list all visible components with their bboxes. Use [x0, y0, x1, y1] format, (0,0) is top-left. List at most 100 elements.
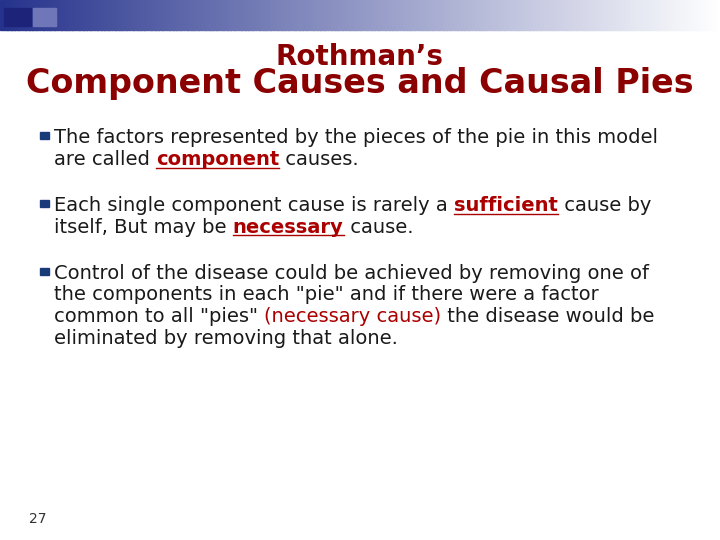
Bar [425, 0, 429, 30]
Bar [299, 0, 303, 30]
Bar [86, 0, 91, 30]
Bar [644, 0, 649, 30]
Bar [194, 0, 199, 30]
Bar [108, 0, 112, 30]
Bar [284, 0, 289, 30]
Bar [576, 0, 580, 30]
Bar [187, 0, 192, 30]
Bar [691, 0, 696, 30]
Bar [162, 0, 166, 30]
Bar [713, 0, 717, 30]
Bar [688, 0, 692, 30]
Text: 27: 27 [29, 512, 46, 526]
Bar [511, 0, 516, 30]
Bar [565, 0, 570, 30]
Bar [590, 0, 595, 30]
Bar [446, 0, 451, 30]
Bar [245, 0, 249, 30]
Bar [155, 0, 159, 30]
Bar [302, 0, 307, 30]
Bar [223, 0, 228, 30]
Bar [40, 200, 49, 207]
Bar [533, 0, 537, 30]
Bar [400, 0, 404, 30]
Bar [140, 0, 145, 30]
Bar [58, 0, 62, 30]
Bar [320, 0, 325, 30]
Bar [536, 0, 541, 30]
Bar [385, 0, 390, 30]
Bar [14, 0, 19, 30]
Bar [637, 0, 642, 30]
Bar [68, 0, 73, 30]
Text: cause by: cause by [558, 196, 652, 215]
Bar [572, 0, 577, 30]
Bar [270, 0, 274, 30]
Bar [281, 0, 285, 30]
Bar [328, 0, 332, 30]
Bar [414, 0, 418, 30]
Bar [356, 0, 361, 30]
Bar [50, 0, 55, 30]
Bar [313, 0, 318, 30]
Bar [594, 0, 598, 30]
Bar [338, 0, 343, 30]
Text: itself, But may be: itself, But may be [54, 218, 233, 237]
Bar [634, 0, 638, 30]
Bar [583, 0, 588, 30]
Bar [126, 0, 130, 30]
Bar [256, 0, 260, 30]
Bar [220, 0, 224, 30]
Bar [562, 0, 566, 30]
Bar [569, 0, 573, 30]
Bar [554, 0, 559, 30]
Bar [698, 0, 703, 30]
Bar [403, 0, 408, 30]
Text: necessary: necessary [233, 218, 343, 237]
Bar [151, 0, 156, 30]
Bar [191, 0, 195, 30]
Bar [79, 0, 84, 30]
Bar [544, 0, 548, 30]
Bar [464, 0, 469, 30]
Bar [238, 0, 242, 30]
Bar [500, 0, 505, 30]
Text: sufficient: sufficient [454, 196, 558, 215]
Bar [605, 0, 609, 30]
Bar [317, 0, 321, 30]
Text: component: component [156, 150, 279, 169]
Bar [490, 0, 494, 30]
Bar [112, 0, 116, 30]
Bar [169, 0, 174, 30]
Bar [180, 0, 184, 30]
Bar [709, 0, 714, 30]
Bar [695, 0, 699, 30]
Text: Component Causes and Causal Pies: Component Causes and Causal Pies [26, 67, 694, 100]
Bar [25, 0, 30, 30]
Bar [342, 0, 346, 30]
Bar [443, 0, 447, 30]
Bar [493, 0, 498, 30]
Bar [61, 0, 66, 30]
Bar [184, 0, 188, 30]
Text: (necessary cause): (necessary cause) [264, 307, 441, 326]
Bar [677, 0, 681, 30]
Bar [436, 0, 440, 30]
Bar [241, 0, 246, 30]
Bar [137, 0, 141, 30]
Bar [371, 0, 375, 30]
Bar [43, 0, 48, 30]
Bar [33, 8, 56, 26]
Bar [4, 0, 8, 30]
Bar [227, 0, 231, 30]
Bar [716, 0, 720, 30]
Bar [673, 0, 678, 30]
Text: the components in each "pie" and if there were a factor: the components in each "pie" and if ther… [54, 285, 599, 305]
Bar [482, 0, 487, 30]
Bar [670, 0, 674, 30]
Bar [418, 0, 422, 30]
Bar [148, 0, 152, 30]
Bar [54, 0, 58, 30]
Bar [47, 0, 51, 30]
Bar [40, 132, 49, 139]
